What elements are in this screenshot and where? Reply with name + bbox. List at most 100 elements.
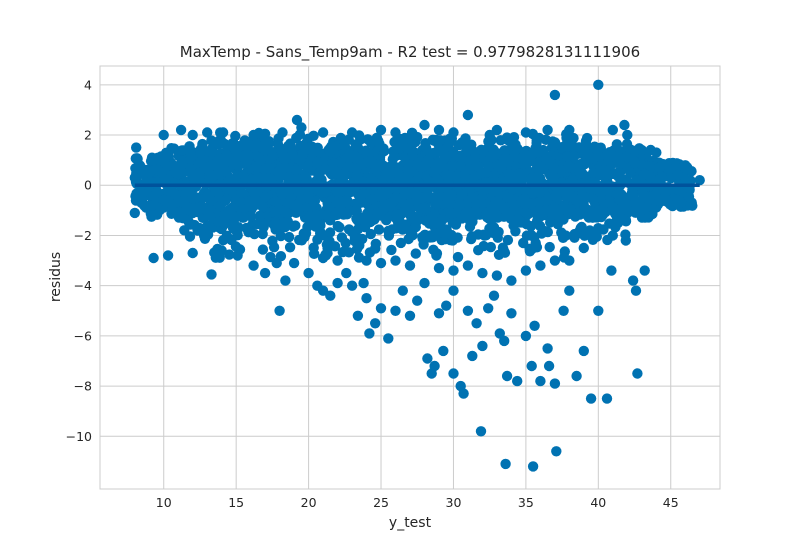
data-point [310, 221, 321, 232]
data-point [473, 245, 484, 256]
data-point [565, 204, 576, 215]
data-point [494, 161, 505, 172]
data-point [327, 158, 339, 169]
data-point [478, 229, 489, 240]
data-point [294, 154, 306, 165]
data-point [136, 190, 147, 202]
data-point [558, 305, 569, 316]
data-point [351, 170, 363, 181]
data-point [394, 215, 405, 226]
data-point [544, 156, 555, 167]
data-point [291, 114, 303, 126]
data-point [532, 171, 543, 182]
data-point [314, 168, 325, 179]
data-point [284, 242, 296, 253]
data-point [627, 275, 639, 286]
data-point [541, 195, 552, 206]
data-point [484, 213, 495, 225]
data-point [325, 290, 336, 301]
data-point [287, 149, 298, 160]
data-point [185, 187, 196, 198]
data-point [549, 255, 561, 266]
x-tick-label: 30 [446, 495, 462, 510]
y-tick-label: −2 [74, 228, 92, 243]
x-tick-label: 15 [228, 495, 244, 510]
data-point [501, 370, 513, 382]
data-point [367, 194, 378, 205]
data-point [371, 132, 383, 143]
data-point [312, 142, 323, 153]
data-point [390, 305, 401, 316]
data-point [492, 212, 504, 223]
data-point [202, 127, 213, 138]
y-tick-labels: 4 2 0 −2 −4 −6 −8 −10 [66, 77, 92, 443]
data-point [365, 216, 376, 228]
data-point [456, 189, 468, 200]
data-point [144, 167, 155, 178]
data-point [277, 127, 288, 138]
data-point [527, 187, 538, 199]
data-point [629, 157, 640, 168]
data-point [611, 139, 623, 150]
data-point [304, 211, 316, 222]
chart-title: MaxTemp - Sans_Temp9am - R2 test = 0.977… [180, 43, 640, 62]
data-point [412, 295, 423, 306]
data-point [288, 257, 300, 269]
data-point [148, 252, 159, 264]
data-point [341, 267, 352, 279]
data-point [419, 202, 430, 214]
data-point [585, 393, 597, 404]
data-point [410, 221, 421, 233]
data-point [351, 205, 362, 217]
data-point [423, 214, 435, 226]
data-point [215, 178, 226, 189]
data-point [520, 127, 532, 138]
data-point [162, 250, 174, 261]
data-point [477, 340, 488, 352]
data-point [526, 229, 537, 241]
data-point [564, 285, 575, 296]
data-point [230, 130, 241, 142]
data-point [514, 168, 525, 180]
data-point [556, 227, 567, 238]
data-point [630, 285, 642, 296]
data-point [529, 320, 540, 331]
data-point [398, 198, 409, 209]
data-point [277, 189, 288, 200]
data-point [568, 151, 579, 162]
data-point [270, 196, 282, 207]
data-point [346, 280, 358, 291]
data-point [248, 187, 260, 199]
data-point [510, 226, 521, 237]
data-point [621, 138, 633, 150]
data-point [302, 161, 313, 172]
data-point [381, 215, 392, 226]
data-point [654, 162, 665, 173]
data-point [445, 207, 456, 219]
data-point [533, 147, 544, 158]
data-point [574, 142, 585, 153]
data-point [589, 196, 600, 208]
data-point [520, 265, 532, 276]
data-point [390, 127, 401, 138]
data-point [483, 303, 494, 314]
data-point [607, 124, 618, 136]
data-point [227, 223, 239, 234]
data-point [556, 142, 568, 153]
data-point [553, 208, 564, 219]
data-point [527, 461, 539, 472]
x-tick-labels: 10 15 20 25 30 35 40 45 [156, 495, 679, 510]
data-point [471, 204, 482, 216]
data-point [448, 265, 459, 276]
data-point [535, 375, 546, 387]
data-point [187, 247, 198, 259]
data-point [358, 277, 369, 289]
data-point [466, 231, 478, 242]
data-point [520, 330, 532, 342]
data-point [220, 157, 231, 168]
data-point [354, 192, 366, 204]
data-point [506, 275, 517, 286]
data-point [448, 285, 459, 296]
data-point [508, 199, 519, 211]
data-point [349, 150, 360, 162]
